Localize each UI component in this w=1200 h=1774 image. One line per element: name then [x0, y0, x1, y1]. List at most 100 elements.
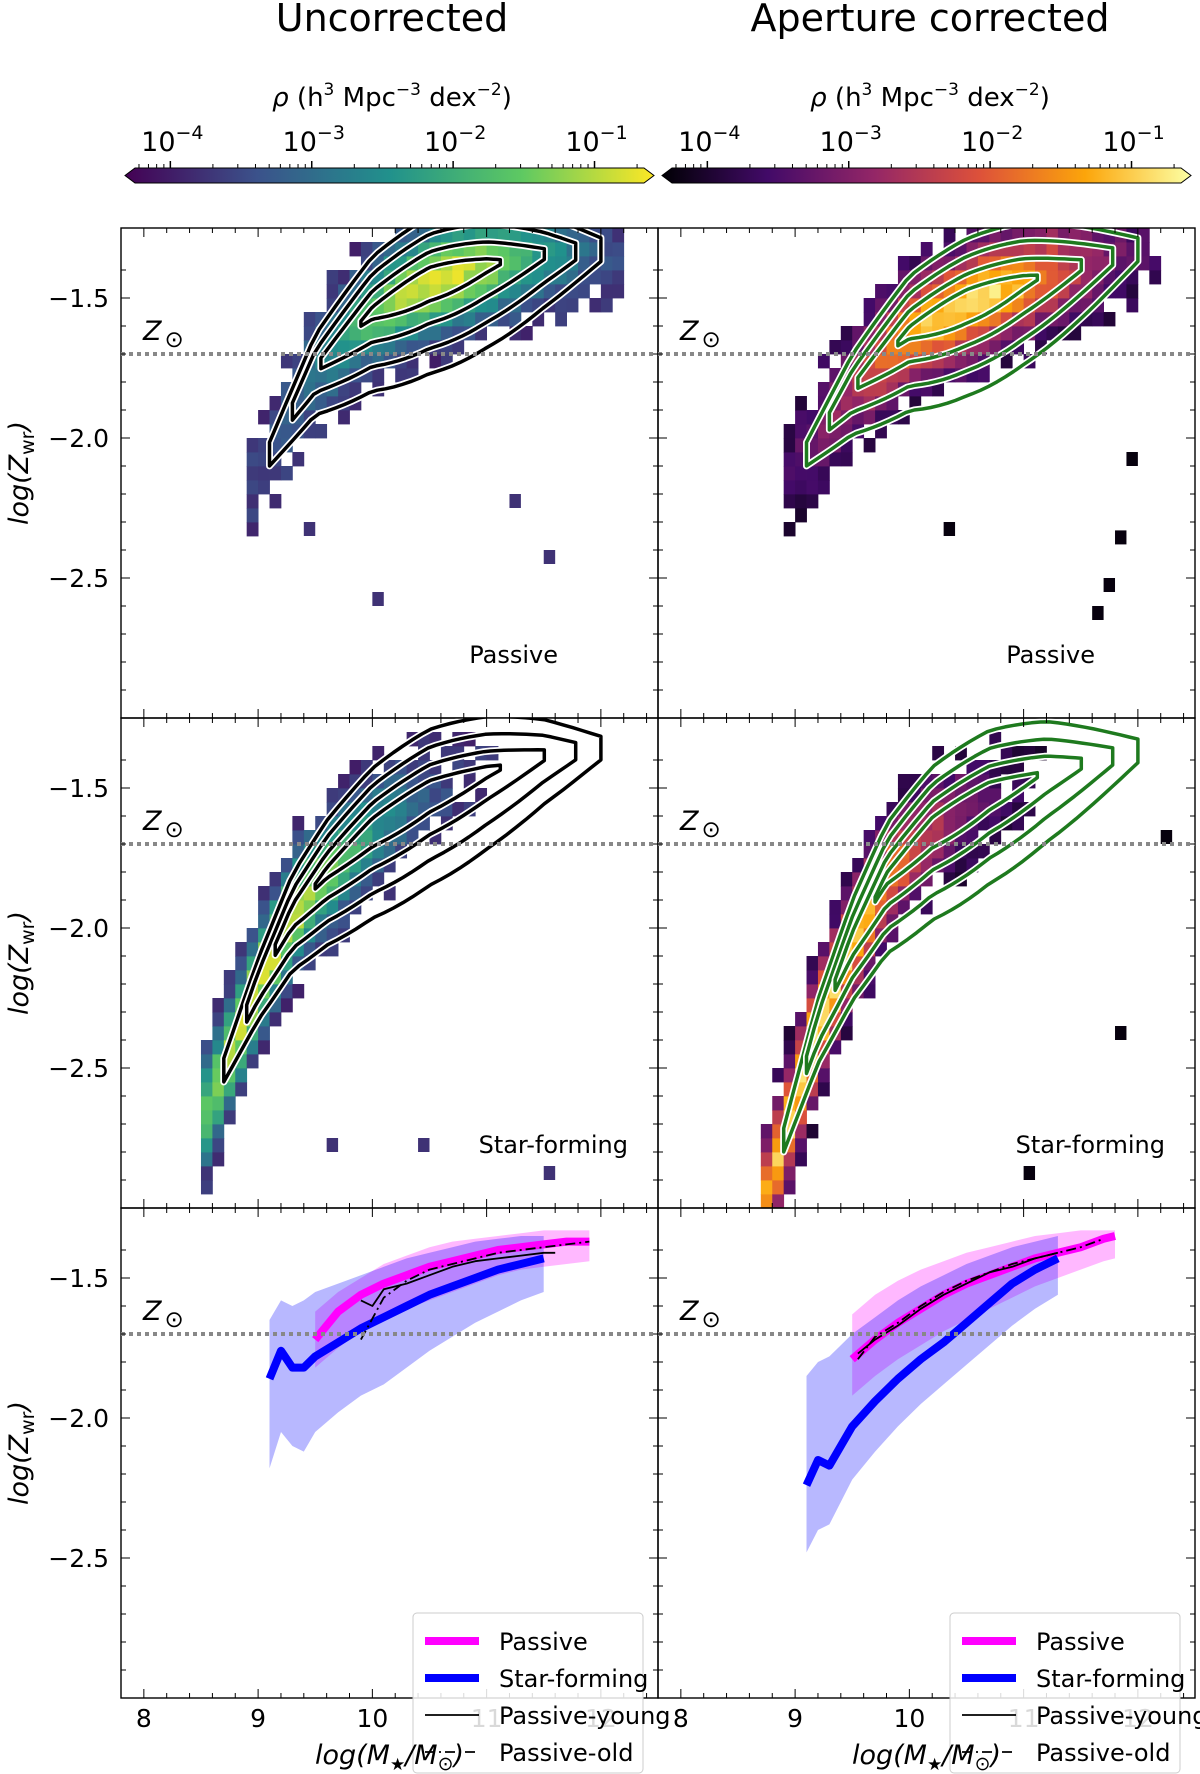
- heatmap-cell: [349, 382, 362, 397]
- heatmap-cell: [1012, 228, 1025, 229]
- heatmap-cell: [303, 900, 316, 915]
- heatmap-cell: [395, 284, 408, 299]
- heatmap-cell: [783, 1166, 796, 1181]
- heatmap-cell: [372, 326, 385, 341]
- heatmap-cell: [258, 1026, 270, 1041]
- heatmap-cell: [840, 872, 853, 887]
- heatmap-cell: [875, 382, 887, 397]
- heatmap-cell: [486, 270, 499, 285]
- heatmap-cell: [349, 886, 362, 901]
- heatmap-cell: [235, 1068, 248, 1083]
- heatmap-cell: [372, 802, 385, 817]
- heatmap-cell: [977, 340, 990, 355]
- heatmap-cell: [418, 816, 430, 831]
- heatmap-cell: [452, 242, 465, 257]
- heatmap-cell: [429, 354, 442, 369]
- heatmap-cell: [840, 326, 853, 341]
- heatmap-cell: [852, 970, 865, 985]
- heatmap-cell: [578, 228, 590, 243]
- heatmap-cell: [429, 270, 442, 285]
- heatmap-cell: [589, 270, 602, 285]
- heatmap-cell: [292, 942, 305, 957]
- heatmap-cell: [966, 368, 979, 383]
- heatmap-cell: [840, 396, 853, 411]
- ylabel-sub: wr: [17, 921, 39, 945]
- xlabel-sun: ⊙: [438, 1753, 454, 1774]
- heatmap-cell: [1057, 228, 1070, 229]
- y-tick-label: −1.5: [48, 284, 109, 313]
- heatmap-cell: [897, 872, 910, 887]
- panel-aperture-medians: Z⊙89101112PassiveStar-formingPassive-you…: [657, 1207, 1200, 1774]
- heatmap-cell: [338, 900, 350, 915]
- heatmap-cell: [315, 396, 328, 411]
- heatmap-cell: [829, 452, 842, 467]
- ylabel-sub: wr: [17, 1411, 39, 1435]
- heatmap-cell: [977, 816, 990, 831]
- heatmap-cell: [463, 284, 476, 299]
- heatmap-cell: [772, 1138, 785, 1153]
- heatmap-cell: [1057, 312, 1070, 327]
- heatmap-cell: [795, 1152, 807, 1167]
- xlabel-main: log(M: [315, 1740, 390, 1771]
- heatmap-cell: [1000, 284, 1013, 299]
- heatmap-cell: [1012, 802, 1025, 817]
- heatmap-cell: [817, 382, 830, 397]
- heatmap-cell: [406, 284, 419, 299]
- heatmap-cell: [829, 410, 842, 425]
- heatmap-cell: [200, 1166, 213, 1181]
- heatmap-cell: [326, 368, 339, 383]
- heatmap-cell: [543, 228, 556, 229]
- heatmap-cell: [806, 410, 819, 425]
- heatmap-cell: [897, 368, 910, 383]
- colorbar-tick-label: 10−1: [1102, 122, 1164, 158]
- heatmap-cell: [315, 886, 328, 901]
- heatmap-cell: [360, 774, 373, 789]
- heatmap-cell: [1023, 256, 1036, 271]
- heatmap-cell: [955, 242, 967, 257]
- heatmap-cell: [966, 844, 979, 859]
- heatmap-cell: [349, 354, 362, 369]
- heatmap-cell: [532, 270, 545, 285]
- heatmap-cell: [1080, 256, 1093, 271]
- heatmap-cell: [269, 396, 282, 411]
- heatmap-cell: [989, 732, 1002, 747]
- column-title-uncorrected: Uncorrected: [276, 0, 508, 40]
- heatmap-cell: [223, 1110, 236, 1125]
- heatmap-cell: [258, 998, 270, 1013]
- heatmap-cell: [863, 984, 876, 999]
- heatmap-cell: [303, 368, 316, 383]
- xlabel-star: ★: [390, 1755, 405, 1774]
- heatmap-cell: [212, 1138, 225, 1153]
- heatmap-cell: [772, 1124, 785, 1139]
- legend-label: Passive: [1036, 1628, 1125, 1656]
- heatmap-cell: [429, 732, 442, 747]
- heatmap-cell: [806, 984, 819, 999]
- heatmap-cell: [1012, 242, 1025, 257]
- heatmap-cell: [269, 886, 282, 901]
- heatmap-cell: [1023, 746, 1036, 761]
- heatmap-cell: [338, 312, 350, 327]
- heatmap-cell: [852, 326, 865, 341]
- contour-line: [856, 256, 1084, 391]
- heatmap-cell: [520, 270, 533, 285]
- heatmap-cell: [1012, 228, 1025, 243]
- heatmap-cell: [338, 872, 350, 887]
- heatmap-cell: [1126, 298, 1139, 313]
- heatmap-cell: [817, 1082, 830, 1097]
- heatmap-cell: [200, 1068, 213, 1083]
- heatmap-cell: [383, 326, 396, 341]
- heatmap-cell: [1000, 312, 1013, 327]
- contour-line: [359, 257, 503, 328]
- heatmap-cell: [875, 424, 887, 439]
- heatmap-cell: [932, 312, 945, 327]
- heatmap-cell: [875, 900, 887, 915]
- heatmap-cell: [326, 284, 339, 299]
- heatmap-cell: [280, 424, 293, 439]
- heatmap-cell: [258, 900, 270, 915]
- heatmap-cell: [1046, 326, 1059, 341]
- contour-line: [244, 731, 578, 1024]
- heatmap-cell: [852, 396, 865, 411]
- heatmap-cell: [326, 942, 339, 957]
- heatmap-cell: [840, 1012, 853, 1027]
